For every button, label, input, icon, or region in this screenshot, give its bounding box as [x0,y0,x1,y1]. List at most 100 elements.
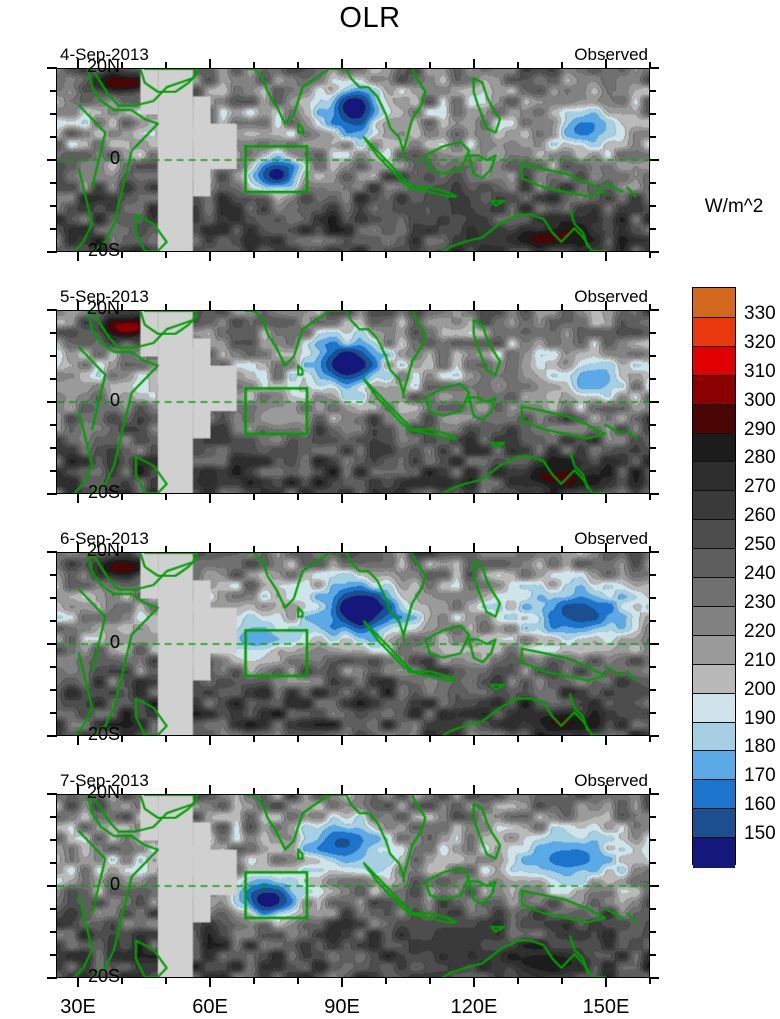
y-minor-tick [650,689,656,691]
x-minor-tick [297,736,299,742]
x-tick-label: 150E [582,996,630,1018]
y-minor-tick [50,90,56,92]
y-major-tick-right [649,643,659,645]
y-minor-tick [650,816,656,818]
y-major-tick-right [649,977,659,979]
y-tick-label: 20S [87,724,120,744]
y-minor-tick [650,205,656,207]
colorbar-band [693,461,735,492]
colorbar-band [693,779,735,810]
y-minor-tick [50,205,56,207]
colorbar-tick-label: 290 [744,418,776,440]
colorbar-tick-label: 200 [744,678,776,700]
x-minor-tick [297,62,299,68]
y-minor-tick [650,424,656,426]
olr-panel-4: 7-Sep-2013 Observed [56,771,650,978]
x-minor-tick [165,304,167,310]
x-major-tick [473,543,475,553]
y-major-tick-right [649,493,659,495]
y-major-tick-right [649,159,659,161]
x-minor-tick [385,252,387,258]
x-major-tick [605,977,607,987]
y-minor-tick [50,954,56,956]
x-minor-tick [561,494,563,500]
x-minor-tick [385,978,387,984]
y-major-tick [47,251,57,253]
x-minor-tick [385,62,387,68]
y-tick-label: 0 [109,632,120,652]
colorbar-band [693,808,735,839]
y-major-tick [47,493,57,495]
x-minor-tick [649,62,651,68]
panel-date-label: 4-Sep-2013 [60,45,149,64]
y-minor-tick [50,666,56,668]
x-major-tick [77,543,79,553]
colorbar-tick-label: 220 [744,620,776,642]
colorbar-tick-label: 240 [744,563,776,584]
x-minor-tick [297,494,299,500]
y-minor-tick [50,689,56,691]
panel-source-tag: Observed [574,771,648,790]
y-major-tick [47,309,57,311]
x-major-tick [77,977,79,987]
y-minor-tick [650,597,656,599]
y-major-tick-right [649,885,659,887]
x-major-tick [473,301,475,311]
panel-frame [56,68,650,252]
x-major-tick [473,735,475,745]
x-major-tick [209,977,211,987]
x-major-tick [77,301,79,311]
y-minor-tick [50,712,56,714]
x-minor-tick [649,978,651,984]
x-major-tick [209,59,211,69]
x-minor-tick [517,736,519,742]
y-minor-tick [50,182,56,184]
y-tick-label: 20N [86,298,120,318]
x-major-tick [341,251,343,261]
colorbar-band [693,837,735,868]
y-major-tick [47,643,57,645]
x-minor-tick [385,304,387,310]
y-minor-tick [50,931,56,933]
x-minor-tick [121,788,123,794]
x-minor-tick [429,62,431,68]
x-minor-tick [121,304,123,310]
y-major-tick-right [649,735,659,737]
y-major-tick-right [649,551,659,553]
x-major-tick [341,735,343,745]
x-minor-tick [121,546,123,552]
x-minor-tick [165,978,167,984]
x-minor-tick [297,304,299,310]
x-minor-tick [517,304,519,310]
y-major-tick-right [649,401,659,403]
y-minor-tick [50,574,56,576]
colorbar-tick-label: 150 [744,823,776,845]
x-minor-tick [429,978,431,984]
y-major-tick [47,793,57,795]
figure-title: OLR [339,2,401,34]
x-major-tick [473,59,475,69]
x-minor-tick [517,494,519,500]
colorbar-tick-label: 330 [744,302,776,324]
colorbar-tick-label: 310 [744,360,776,382]
x-minor-tick [561,788,563,794]
colorbar-band [693,316,735,348]
y-tick-label: 20N [86,782,120,802]
colorbar-band [693,634,735,666]
x-minor-tick [561,736,563,742]
x-major-tick [341,493,343,503]
x-minor-tick [253,546,255,552]
panel-frame [56,794,650,978]
y-minor-tick [50,332,56,334]
x-major-tick [77,785,79,795]
x-minor-tick [165,252,167,258]
x-major-tick [473,493,475,503]
x-minor-tick [429,494,431,500]
y-tick-label: 20S [87,966,120,986]
y-minor-tick [50,424,56,426]
x-minor-tick [165,736,167,742]
colorbar-band [693,548,735,579]
y-minor-tick [50,816,56,818]
x-minor-tick [121,62,123,68]
